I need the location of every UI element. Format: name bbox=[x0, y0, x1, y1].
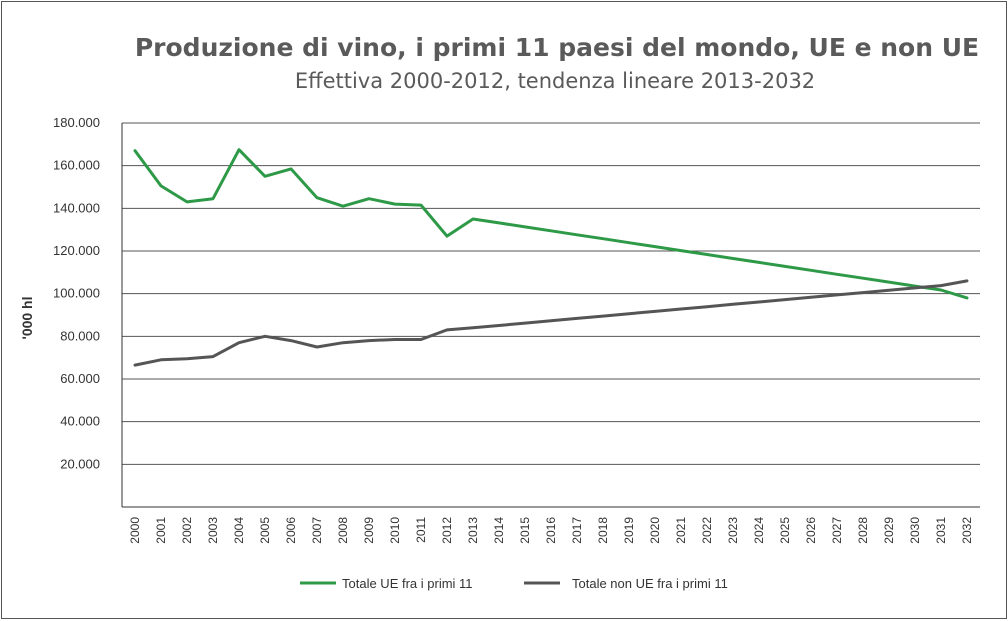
series-line-1 bbox=[133, 148, 969, 300]
y-tick-label: 120.000 bbox=[53, 243, 100, 258]
x-tick-label: 2028 bbox=[856, 517, 870, 544]
x-tick-label: 2020 bbox=[648, 517, 662, 544]
x-tick-label: 2019 bbox=[622, 517, 636, 544]
legend-label-2: Totale non UE fra i primi 11 bbox=[572, 576, 728, 591]
x-tick-label: 2000 bbox=[128, 517, 142, 544]
x-tick-label: 2009 bbox=[362, 517, 376, 544]
y-tick-label: 100.000 bbox=[53, 286, 100, 301]
x-tick-label: 2007 bbox=[310, 517, 324, 544]
y-tick-label: 160.000 bbox=[53, 158, 100, 173]
x-tick-label: 2002 bbox=[180, 517, 194, 544]
x-tick-label: 2029 bbox=[882, 517, 896, 544]
series-line-2 bbox=[133, 279, 969, 367]
x-tick-label: 2018 bbox=[596, 517, 610, 544]
x-tick-label: 2014 bbox=[492, 517, 506, 544]
x-tick-label: 2010 bbox=[388, 517, 402, 544]
x-tick-label: 2006 bbox=[284, 517, 298, 544]
legend-label-1: Totale UE fra i primi 11 bbox=[342, 576, 473, 591]
x-tick-label: 2026 bbox=[804, 517, 818, 544]
axes bbox=[121, 123, 980, 508]
x-tick-label: 2008 bbox=[336, 517, 350, 544]
y-tick-label: 180.000 bbox=[53, 115, 100, 130]
y-tick-label: 20.000 bbox=[60, 456, 100, 471]
y-tick-label: 140.000 bbox=[53, 200, 100, 215]
x-tick-label: 2025 bbox=[778, 517, 792, 544]
x-tick-label: 2022 bbox=[700, 517, 714, 544]
chart-subtitle: Effettiva 2000-2012, tendenza lineare 20… bbox=[295, 69, 815, 93]
y-tick-label: 80.000 bbox=[60, 328, 100, 343]
x-tick-label: 2001 bbox=[154, 517, 168, 544]
x-tick-label: 2003 bbox=[206, 517, 220, 544]
x-tick-label: 2016 bbox=[544, 517, 558, 544]
x-tick-labels: 2000 2001 2002 2003 2004 2005 2006 2007 2008 2009… bbox=[128, 517, 974, 544]
x-tick-label: 2027 bbox=[830, 517, 844, 544]
y-tick-labels: 20.000 40.000 60.000 80.000 100.000 120.000 14… bbox=[53, 115, 100, 471]
x-tick-label: 2005 bbox=[258, 517, 272, 544]
x-tick-label: 2011 bbox=[414, 517, 428, 543]
x-tick-label: 2004 bbox=[232, 517, 246, 544]
y-tick-label: 60.000 bbox=[60, 371, 100, 386]
y-axis-label: '000 hl bbox=[19, 296, 35, 339]
x-tick-label: 2021 bbox=[674, 517, 688, 544]
y-tick-label: 40.000 bbox=[60, 414, 100, 429]
x-tick-label: 2032 bbox=[960, 517, 974, 544]
x-tick-label: 2023 bbox=[726, 517, 740, 544]
x-tick-label: 2015 bbox=[518, 517, 532, 544]
legend: Totale UE fra i primi 11 Totale non UE fr… bbox=[300, 576, 728, 591]
x-tick-label: 2013 bbox=[466, 517, 480, 544]
x-tick-label: 2017 bbox=[570, 517, 584, 544]
x-tick-label: 2024 bbox=[752, 517, 766, 544]
x-tick-label: 2031 bbox=[934, 517, 948, 544]
series-lines bbox=[133, 148, 969, 367]
x-tick-label: 2012 bbox=[440, 517, 454, 544]
chart-title: Produzione di vino, i primi 11 paesi del… bbox=[135, 33, 979, 62]
x-tick-label: 2030 bbox=[908, 517, 922, 544]
